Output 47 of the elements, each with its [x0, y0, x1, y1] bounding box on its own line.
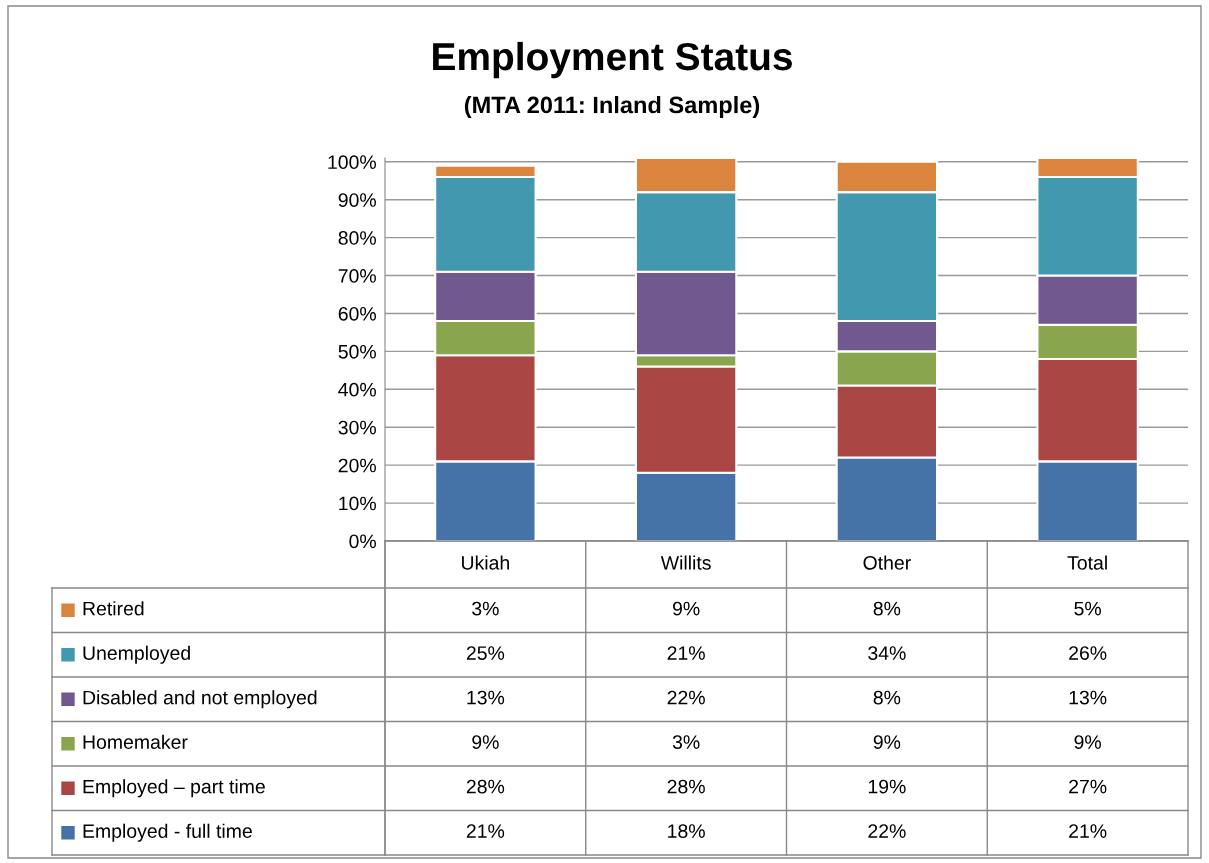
y-tick-label: 100% — [328, 155, 376, 170]
x-tick-label: Other — [863, 555, 911, 570]
y-tick-label: 70% — [338, 269, 376, 283]
chart-title: Employment Status — [433, 41, 792, 79]
data-label: 13% — [467, 690, 505, 705]
legend-label: Employed – part time — [83, 779, 265, 798]
y-tick-label: 30% — [338, 420, 376, 435]
x-tick-label: Total — [1067, 555, 1107, 570]
data-label: 21% — [667, 646, 705, 660]
data-label: 25% — [466, 646, 505, 660]
data-label: 27% — [1069, 779, 1107, 794]
legend-label: Homemaker — [83, 734, 188, 749]
data-label: 21% — [1069, 824, 1107, 838]
y-tick-label: 80% — [338, 231, 376, 245]
legend-label: Employed - full time — [83, 823, 252, 842]
data-label: 13% — [1069, 690, 1107, 705]
y-tick-label: 40% — [338, 382, 376, 397]
data-label: 8% — [873, 601, 901, 616]
data-label: 5% — [1074, 601, 1101, 616]
data-label: 9% — [472, 735, 499, 749]
y-tick-label: 0% — [349, 534, 376, 549]
y-tick-label: 10% — [339, 496, 376, 511]
x-tick-label: Ukiah — [462, 555, 509, 570]
data-label: 21% — [466, 824, 505, 838]
y-tick-label: 60% — [338, 306, 376, 321]
x-tick-label: Willits — [660, 555, 711, 570]
data-label: 28% — [466, 779, 505, 794]
data-label: 9% — [1074, 735, 1101, 749]
y-tick-label: 90% — [338, 193, 376, 207]
data-label: 22% — [868, 824, 906, 838]
data-label: 18% — [668, 824, 705, 838]
chart-subtitle: (MTA 2011: Inland Sample) — [464, 96, 760, 119]
data-label: 19% — [868, 779, 906, 794]
y-tick-label: 50% — [338, 344, 376, 359]
legend-label: Retired — [83, 601, 144, 616]
data-label: 3% — [472, 601, 499, 616]
data-label: 8% — [873, 690, 901, 705]
legend-label: Unemployed — [83, 645, 190, 664]
y-tick-label: 20% — [338, 458, 376, 473]
data-label: 9% — [672, 601, 700, 616]
data-label: 22% — [667, 690, 705, 705]
legend-label: Disabled and not employed — [83, 690, 317, 709]
data-label: 26% — [1069, 646, 1107, 660]
data-label: 34% — [868, 646, 906, 660]
data-label: 3% — [672, 735, 700, 749]
data-label: 9% — [873, 735, 901, 749]
data-label: 28% — [667, 779, 705, 794]
